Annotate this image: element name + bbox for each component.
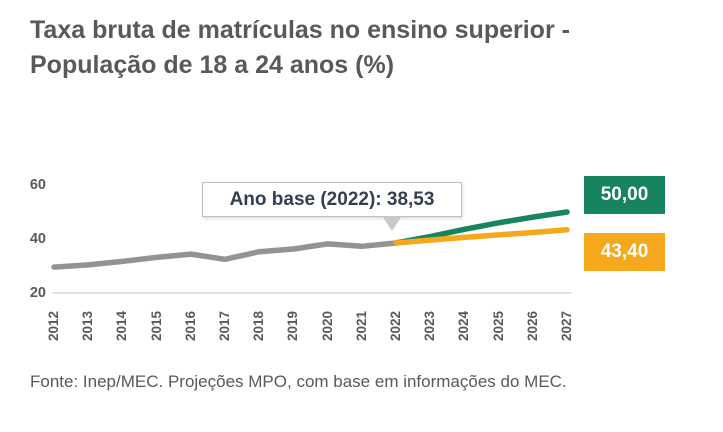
- x-tick-label: 2021: [354, 310, 369, 342]
- x-tick-label: 2027: [559, 310, 574, 342]
- x-tick-label: 2024: [456, 310, 471, 342]
- x-tick-label: 2014: [114, 310, 129, 342]
- orange-series-value-label: 43,40: [584, 233, 665, 271]
- source-note: Fonte: Inep/MEC. Projeções MPO, com base…: [30, 372, 567, 391]
- y-tick-label: 40: [29, 231, 46, 247]
- x-tick-label: 2017: [217, 310, 232, 342]
- series-projecao-inferior: [393, 227, 570, 246]
- y-tick-label: 60: [29, 177, 46, 193]
- x-tick-label: 2023: [422, 310, 437, 342]
- chart-title-line2: População de 18 a 24 anos (%): [30, 51, 395, 79]
- annotation-text: Ano base (2022): 38,53: [229, 189, 435, 210]
- x-tick-label: 2026: [525, 310, 540, 342]
- series-projecao-superior: [393, 209, 570, 246]
- x-tick-label: 2025: [491, 310, 506, 342]
- green-series-value-label: 50,00: [584, 176, 665, 214]
- chart-title-line1: Taxa bruta de matrículas no ensino super…: [30, 16, 570, 44]
- annotation-pointer-icon: [382, 216, 402, 231]
- chart-title: Taxa bruta de matrículas no ensino super…: [30, 13, 570, 83]
- x-tick-label: 2012: [46, 310, 61, 342]
- x-tick-label: 2019: [285, 310, 300, 342]
- x-tick-label: 2016: [183, 310, 198, 342]
- x-tick-label: 2022: [388, 310, 403, 342]
- x-tick-label: 2018: [251, 310, 266, 342]
- y-tick-label: 20: [29, 285, 46, 301]
- x-tick-label: 2015: [149, 310, 164, 342]
- x-tick-label: 2013: [80, 310, 95, 342]
- series-historico: [51, 240, 399, 270]
- x-tick-label: 2020: [320, 310, 335, 342]
- annotation-callout: Ano base (2022): 38,53: [202, 182, 462, 231]
